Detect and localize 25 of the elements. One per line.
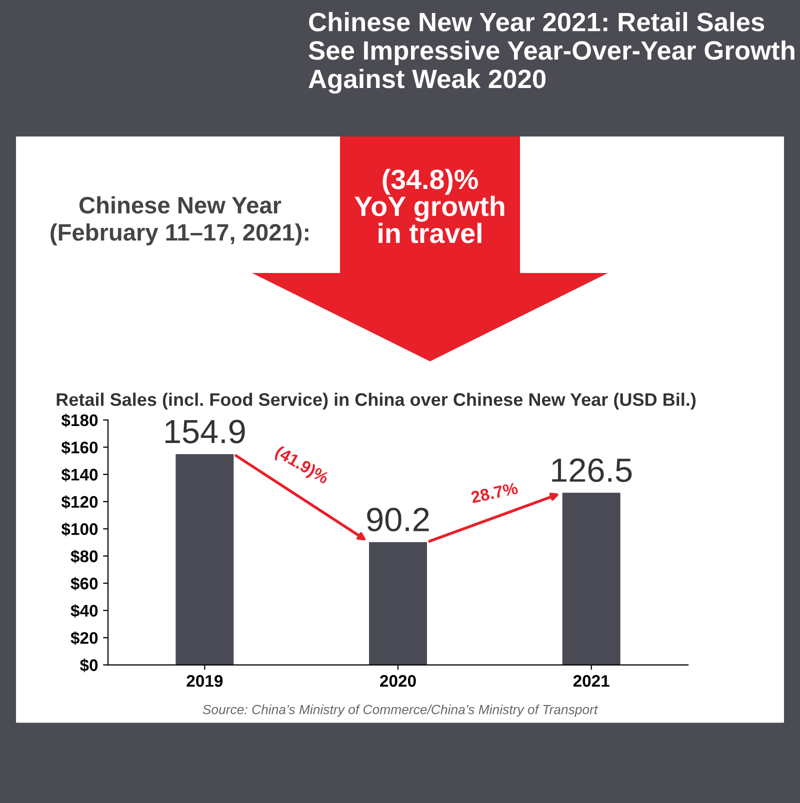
bar <box>176 454 234 665</box>
y-tick-label: $180 <box>61 414 98 428</box>
text: (34.8)% YoY growth in travel <box>354 168 504 244</box>
y-tick-label: $20 <box>70 631 98 645</box>
text: Chinese New Year (February 11–17, 2021): <box>50 196 308 246</box>
source-note: Source: China’s Ministry of Commerce/China’s Ministry of Transport <box>202 704 598 717</box>
x-tick-label: 2021 <box>573 675 610 687</box>
x-tick-label: 2019 <box>186 675 223 687</box>
y-tick-label: $40 <box>70 604 98 618</box>
data-label: 154.9 <box>166 420 245 444</box>
y-tick-label: $120 <box>61 495 98 509</box>
data-label: 90.2 <box>367 508 429 532</box>
chart-subtitle: Retail Sales (incl. Food Service) in China over Chinese New Year (USD Bil.) <box>56 392 696 410</box>
y-tick-label: $0 <box>80 658 98 672</box>
data-label: 126.5 <box>552 458 632 482</box>
y-tick-label: $100 <box>61 522 98 536</box>
bar <box>562 492 620 665</box>
y-tick-label: $160 <box>61 440 98 454</box>
x-tick-label: 2020 <box>380 675 416 687</box>
annotation: 28.7% <box>470 482 518 504</box>
chart-title: Chinese New Year 2021: Retail Sales See Impressive Year-Over-Year Growth Against Weak 2020 <box>308 12 794 94</box>
bar <box>369 542 427 665</box>
y-tick-label: $80 <box>70 550 98 564</box>
y-tick-label: $140 <box>61 468 98 482</box>
y-tick-label: $60 <box>70 576 98 591</box>
